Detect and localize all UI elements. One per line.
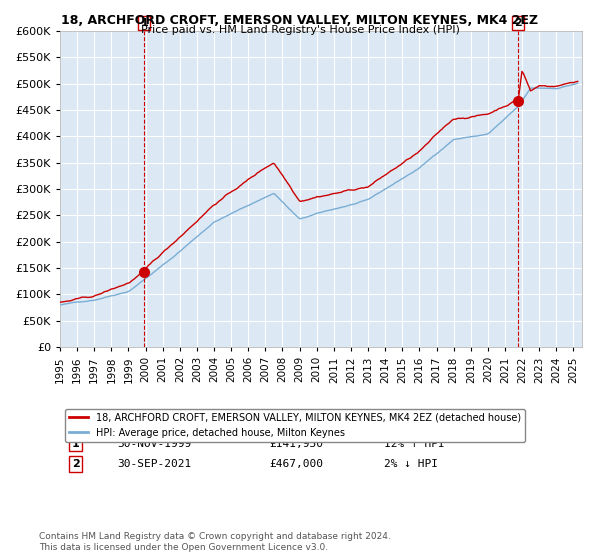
Legend: 18, ARCHFORD CROFT, EMERSON VALLEY, MILTON KEYNES, MK4 2EZ (detached house), HPI: 18, ARCHFORD CROFT, EMERSON VALLEY, MILT… — [65, 409, 525, 442]
Text: 12% ↑ HPI: 12% ↑ HPI — [383, 438, 445, 449]
Text: 1: 1 — [72, 438, 80, 449]
Text: 2: 2 — [514, 18, 521, 28]
Text: Contains HM Land Registry data © Crown copyright and database right 2024.
This d: Contains HM Land Registry data © Crown c… — [39, 532, 391, 552]
Text: 2% ↓ HPI: 2% ↓ HPI — [383, 459, 437, 469]
Text: £141,950: £141,950 — [269, 438, 323, 449]
Text: 30-NOV-1999: 30-NOV-1999 — [118, 438, 191, 449]
Text: 18, ARCHFORD CROFT, EMERSON VALLEY, MILTON KEYNES, MK4 2EZ: 18, ARCHFORD CROFT, EMERSON VALLEY, MILT… — [61, 14, 539, 27]
Text: 2: 2 — [72, 459, 80, 469]
Text: £467,000: £467,000 — [269, 459, 323, 469]
Text: 30-SEP-2021: 30-SEP-2021 — [118, 459, 191, 469]
Text: 1: 1 — [140, 18, 148, 28]
Text: Price paid vs. HM Land Registry's House Price Index (HPI): Price paid vs. HM Land Registry's House … — [140, 25, 460, 35]
